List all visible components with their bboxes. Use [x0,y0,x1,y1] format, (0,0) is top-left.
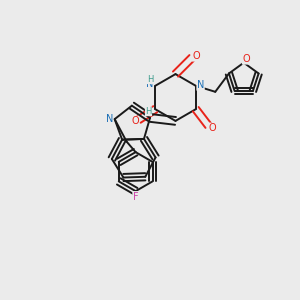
Text: O: O [208,123,216,133]
Text: O: O [192,51,200,61]
Text: F: F [133,191,139,202]
Text: H: H [145,107,152,116]
Text: O: O [131,116,139,126]
Text: O: O [242,54,250,64]
Text: N: N [106,114,113,124]
Text: H: H [147,75,153,84]
Text: N: N [146,79,154,89]
Text: N: N [197,80,204,90]
